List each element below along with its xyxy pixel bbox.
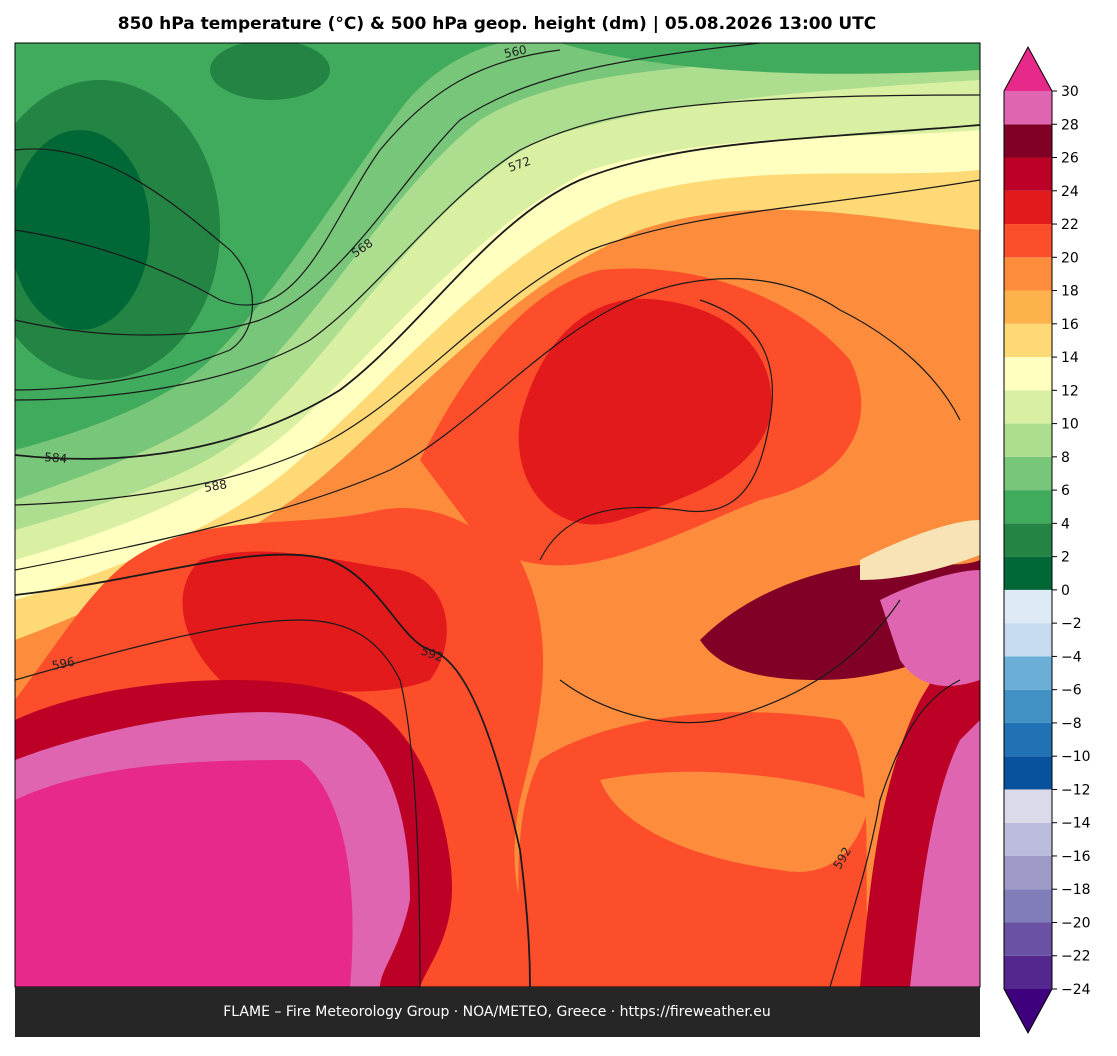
colorbar-segment <box>1004 323 1052 358</box>
colorbar-segment <box>1004 523 1052 557</box>
colorbar-tick-label: −12 <box>1061 782 1091 798</box>
colorbar-tick-label: 16 <box>1061 317 1079 333</box>
footer-bar <box>15 987 980 1037</box>
colorbar-tick-label: −2 <box>1061 616 1082 632</box>
contour-label: 560 <box>503 42 528 60</box>
colorbar-segment <box>1004 556 1052 590</box>
colorbar-segment <box>1004 955 1052 989</box>
colorbar-tick-label: −20 <box>1061 915 1091 931</box>
contour-label: 596 <box>51 654 76 672</box>
colorbar-segment <box>1004 257 1052 291</box>
colorbar-segment <box>1004 390 1052 424</box>
colorbar-segment <box>1004 656 1052 690</box>
colorbar-tick-label: −6 <box>1061 683 1082 699</box>
colorbar-segment <box>1004 789 1052 823</box>
colorbar-segment <box>1004 124 1052 158</box>
colorbar-segment <box>1004 589 1052 624</box>
colorbar-tick-label: −14 <box>1061 816 1091 832</box>
colorbar-tick-label: 6 <box>1061 483 1070 499</box>
colorbar-tick-label: 22 <box>1061 217 1079 233</box>
colorbar-segment <box>1004 490 1052 524</box>
colorbar-tick-label: 0 <box>1061 583 1070 599</box>
colorbar-tick-label: −8 <box>1061 716 1082 732</box>
colorbar-segment <box>1004 91 1052 125</box>
colorbar-tick-label: 12 <box>1061 383 1079 399</box>
colorbar-tick-label: −18 <box>1061 882 1091 898</box>
colorbar-segment <box>1004 722 1052 757</box>
colorbar-tick-label: −16 <box>1061 849 1091 865</box>
colorbar-segment <box>1004 224 1052 258</box>
colorbar-segment <box>1004 456 1052 491</box>
title: 850 hPa temperature (°C) & 500 hPa geop.… <box>118 14 877 34</box>
contour-label: 588 <box>203 477 228 495</box>
colorbar-tick-label: 2 <box>1061 550 1070 566</box>
colorbar-tick-label: −24 <box>1061 982 1091 998</box>
colorbar-segment <box>1004 290 1052 324</box>
colorbar-tick-label: 10 <box>1061 417 1079 433</box>
colorbar-segment <box>1004 889 1052 923</box>
footer: FLAME – Fire Meteorology Group · NOA/MET… <box>223 1004 771 1020</box>
colorbar-segment <box>1004 190 1052 225</box>
colorbar-segment <box>1004 822 1052 856</box>
colorbar-segment <box>1004 689 1052 723</box>
colorbar-tick-label: 4 <box>1061 516 1070 532</box>
colorbar-tick-label: −22 <box>1061 949 1091 965</box>
colorbar-segment <box>1004 922 1052 956</box>
colorbar-segment <box>1004 756 1052 790</box>
map: 560 572 568 584 588 596 592 592 <box>15 42 980 987</box>
colorbar-tick-label: 18 <box>1061 284 1079 300</box>
colorbar-segment <box>1004 855 1052 890</box>
colorbar-tick-label: 24 <box>1061 184 1079 200</box>
colorbar-tick-label: −10 <box>1061 749 1091 765</box>
colorbar-segment <box>1004 157 1052 191</box>
colorbar-segment <box>1004 423 1052 457</box>
colorbar-segment <box>1004 357 1052 391</box>
colorbar-tick-label: −4 <box>1061 649 1082 665</box>
colorbar-tick-label: 26 <box>1061 151 1079 167</box>
colorbar-tick-label: 8 <box>1061 450 1070 466</box>
colorbar-tick-label: 20 <box>1061 250 1079 266</box>
colorbar-tick-label: 14 <box>1061 350 1079 366</box>
colorbar-under <box>1004 989 1052 1033</box>
colorbar-over <box>1004 47 1052 91</box>
colorbar-segment <box>1004 623 1052 657</box>
colorbar-tick-label: 30 <box>1061 84 1079 100</box>
contour-label: 584 <box>44 450 68 466</box>
colorbar-tick-label: 28 <box>1061 117 1079 133</box>
